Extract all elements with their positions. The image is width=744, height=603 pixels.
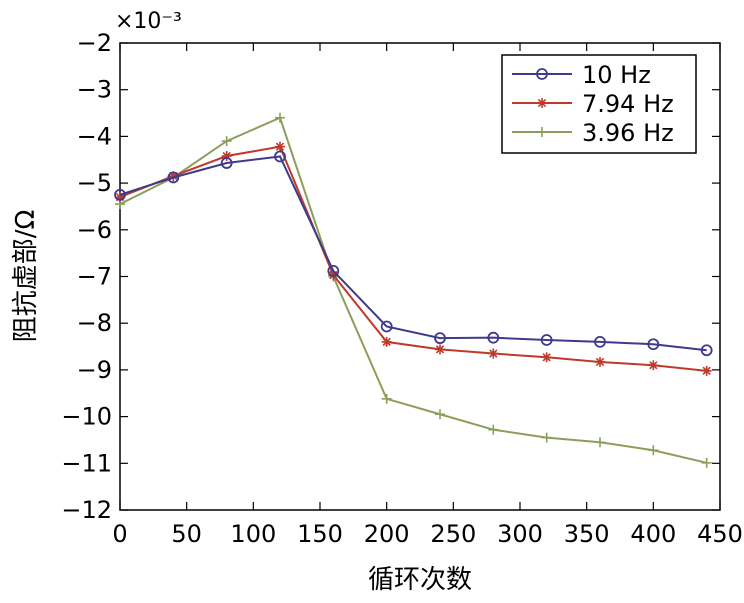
data-point <box>595 356 605 367</box>
data-point <box>648 445 659 456</box>
data-point <box>221 136 232 147</box>
legend-marker <box>537 127 547 137</box>
data-point <box>434 332 446 345</box>
data-point <box>167 171 180 184</box>
series-line <box>119 116 707 464</box>
data-point <box>435 344 445 355</box>
x-tick-label: 150 <box>297 520 343 548</box>
y-tick-label: −4 <box>77 122 112 150</box>
data-point <box>327 264 340 277</box>
y-axis-label: 阻抗虚部/Ω <box>11 210 41 343</box>
data-point <box>648 360 659 371</box>
y-tick-label: −11 <box>61 449 112 477</box>
x-tick-label: 50 <box>171 520 202 548</box>
series-line <box>119 155 707 352</box>
y-multiplier-label: ×10⁻³ <box>115 9 182 34</box>
data-point <box>700 344 713 357</box>
x-tick-label: 300 <box>497 520 543 548</box>
x-tick-label: 450 <box>697 520 743 548</box>
y-tick-label: −2 <box>77 29 112 57</box>
series-2 <box>115 112 712 468</box>
legend: 10 Hz7.94 Hz3.96 Hz <box>501 54 697 154</box>
series-layer <box>114 112 713 468</box>
y-tick-label: −5 <box>77 169 112 197</box>
y-tick-label: −6 <box>77 216 112 244</box>
y-tick-label: −3 <box>77 76 112 104</box>
legend-item: 3.96 Hz <box>512 119 674 147</box>
data-point <box>647 338 660 351</box>
data-point <box>488 348 499 359</box>
data-point <box>380 320 393 333</box>
y-tick-label: −12 <box>61 496 112 524</box>
y-tick-label: −10 <box>61 403 112 431</box>
legend-label: 3.96 Hz <box>582 119 674 147</box>
data-point <box>541 352 552 363</box>
data-point <box>275 112 285 123</box>
y-axis: −2 −3 −4 −5 −6 −7 −8 −9 −10 −11 −12 <box>61 29 720 524</box>
y-tick-label: −7 <box>77 263 112 291</box>
data-point <box>488 424 499 435</box>
data-point <box>541 432 552 443</box>
y-tick-label: −9 <box>77 356 112 384</box>
data-point <box>274 150 286 163</box>
data-point <box>114 188 126 201</box>
legend-label: 7.94 Hz <box>582 90 674 118</box>
x-axis-label: 循环次数 <box>368 565 472 595</box>
data-point <box>220 157 233 169</box>
data-point <box>487 331 500 344</box>
legend-marker <box>536 68 548 80</box>
series-0 <box>114 150 713 357</box>
data-point <box>381 336 392 347</box>
data-point <box>594 335 606 348</box>
data-point <box>435 409 445 420</box>
data-point <box>540 334 553 346</box>
x-tick-label: 0 <box>112 520 127 548</box>
x-tick-label: 250 <box>430 520 476 548</box>
legend-marker <box>537 98 547 108</box>
data-point <box>381 393 392 404</box>
legend-item: 10 Hz <box>512 61 651 89</box>
x-tick-label: 100 <box>230 520 276 548</box>
legend-item: 7.94 Hz <box>512 90 674 118</box>
series-line <box>119 145 707 372</box>
data-point <box>595 437 605 448</box>
data-point <box>275 141 285 152</box>
y-tick-label: −8 <box>77 309 112 337</box>
legend-label: 10 Hz <box>582 61 651 89</box>
x-tick-label: 350 <box>564 520 610 548</box>
x-tick-label: 400 <box>630 520 676 548</box>
x-tick-label: 200 <box>364 520 410 548</box>
data-point <box>701 457 712 468</box>
x-axis: 0 50 100 150 200 250 300 350 400 450 <box>112 43 743 548</box>
data-point <box>701 365 712 376</box>
